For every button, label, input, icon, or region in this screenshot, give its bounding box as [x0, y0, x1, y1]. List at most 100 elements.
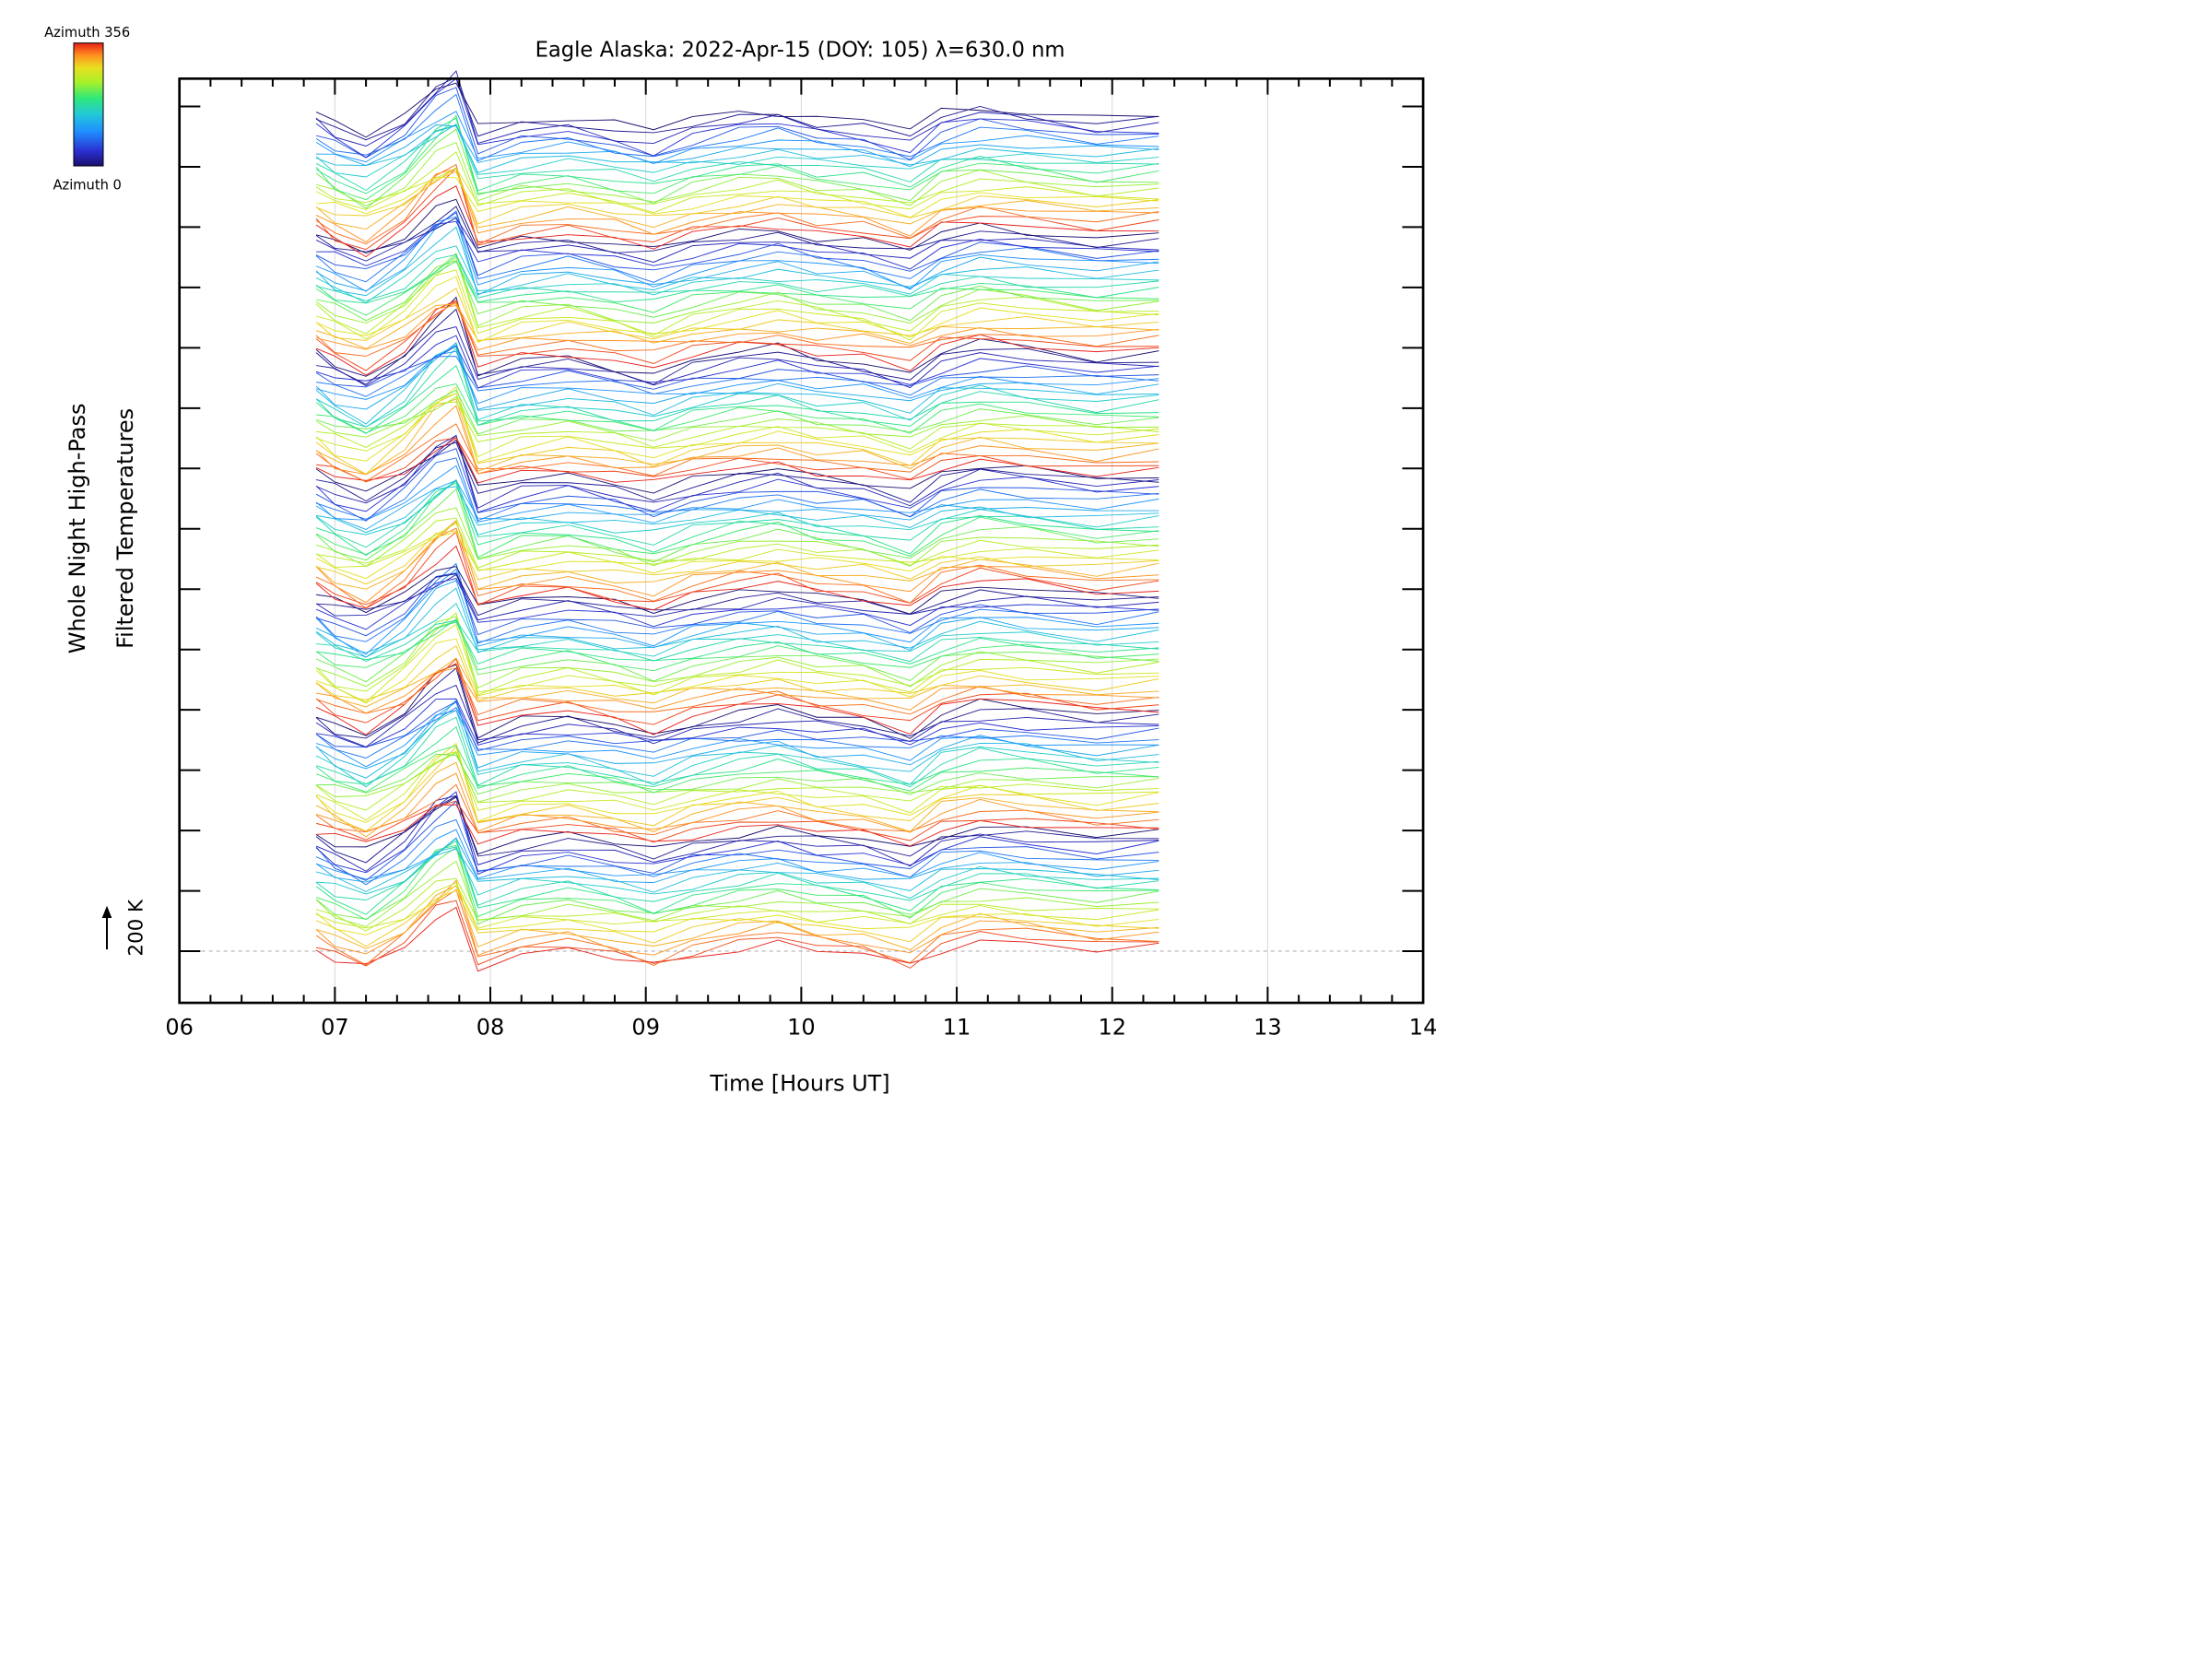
trace-line [315, 364, 1159, 434]
trace-line [315, 818, 1159, 886]
trace-line [315, 700, 1159, 752]
trace-line [315, 663, 1159, 716]
trace-line [315, 300, 1159, 376]
trace-line [315, 667, 1159, 744]
x-tick-label: 13 [1253, 1015, 1282, 1041]
trace-line [315, 212, 1159, 276]
chart-title: Eagle Alaska: 2022-Apr-15 (DOY: 105) λ=6… [535, 38, 1065, 62]
trace-line [315, 123, 1159, 178]
colorbar [73, 42, 104, 167]
trace-line [315, 530, 1159, 585]
trace-line [315, 167, 1159, 251]
trace-line [315, 171, 1159, 225]
trace-line [315, 305, 1159, 351]
x-tick-label: 12 [1098, 1015, 1126, 1041]
scale-bar-label: 200 K [125, 899, 148, 956]
trace-line [315, 783, 1159, 836]
x-axis-label: Time [Hours UT] [709, 1070, 889, 1096]
trace-line [315, 709, 1159, 788]
trace-line [315, 82, 1159, 138]
trace-line [315, 260, 1159, 316]
trace-line [316, 486, 1159, 534]
trace-line [315, 448, 1159, 522]
trace-line [315, 794, 1159, 872]
trace-line [315, 76, 1159, 141]
x-tick-label: 07 [321, 1015, 349, 1041]
trace-line [315, 885, 1159, 950]
trace-line [315, 751, 1159, 803]
trace-line [315, 523, 1159, 571]
trace-line [315, 699, 1159, 779]
trace-line [315, 117, 1159, 194]
trace-line [315, 151, 1159, 206]
trace-line [316, 382, 1159, 434]
trace-line [315, 308, 1159, 385]
trace-line [315, 488, 1159, 563]
trace-line [315, 603, 1159, 658]
trace-line [316, 846, 1159, 900]
trace-line [315, 545, 1159, 611]
trace-line [315, 645, 1159, 701]
trace-line [316, 753, 1159, 795]
trace-line [315, 520, 1159, 590]
trace-line [315, 276, 1159, 344]
x-tick-label: 09 [631, 1015, 660, 1041]
trace-line [316, 804, 1159, 847]
trace-line [316, 572, 1159, 617]
trace-line [315, 405, 1159, 476]
trace-line [315, 482, 1159, 557]
trace-line [315, 245, 1159, 304]
trace-line [315, 87, 1159, 160]
trace-series [315, 70, 1159, 972]
trace-line [315, 742, 1159, 823]
trace-line [315, 345, 1159, 390]
trace-line [315, 217, 1159, 263]
trace-line [315, 710, 1159, 768]
trace-line [315, 745, 1159, 794]
trace-line [316, 325, 1159, 389]
trace-line [315, 254, 1159, 304]
chart-svg: Eagle Alaska: 2022-Apr-15 (DOY: 105) λ=6… [44, 25, 1437, 1096]
trace-line [316, 220, 1159, 270]
trace-line [315, 398, 1159, 476]
trace-line [315, 434, 1159, 510]
trace-line [315, 342, 1159, 410]
trace-line [315, 300, 1159, 357]
trace-line [315, 70, 1159, 147]
x-tick-label: 11 [943, 1015, 971, 1041]
trace-line [316, 124, 1159, 168]
trace-line [315, 93, 1159, 162]
trace-line [315, 114, 1159, 201]
trace-line [315, 837, 1159, 884]
trace-line [315, 252, 1159, 327]
trace-line [315, 335, 1159, 389]
trace-line [315, 531, 1159, 580]
trace-line [315, 572, 1159, 637]
trace-line [315, 434, 1159, 513]
x-tick-label: 08 [477, 1015, 505, 1041]
trace-line [315, 439, 1159, 494]
trace-line [315, 877, 1159, 932]
trace-line [315, 800, 1159, 843]
axes: 06 07 08 09 10 11 12 13 14 [165, 77, 1437, 1041]
trace-line [315, 163, 1159, 245]
trace-line [315, 860, 1159, 927]
trace-line [315, 707, 1159, 759]
trace-line [315, 900, 1159, 969]
trace-line [315, 716, 1159, 788]
trace-line [315, 507, 1159, 567]
trace-line [315, 520, 1159, 604]
trace-line [315, 657, 1159, 708]
trace-line [315, 829, 1159, 880]
trace-line [316, 356, 1159, 397]
trace-line [315, 568, 1159, 655]
trace-line [315, 198, 1159, 254]
trace-line [315, 800, 1159, 881]
trace-line [315, 141, 1159, 206]
trace-line [315, 580, 1159, 658]
trace-line [315, 684, 1159, 747]
trace-line [315, 889, 1159, 947]
trace-line [315, 531, 1159, 606]
trace-line [315, 303, 1159, 349]
trace-line [315, 837, 1159, 906]
